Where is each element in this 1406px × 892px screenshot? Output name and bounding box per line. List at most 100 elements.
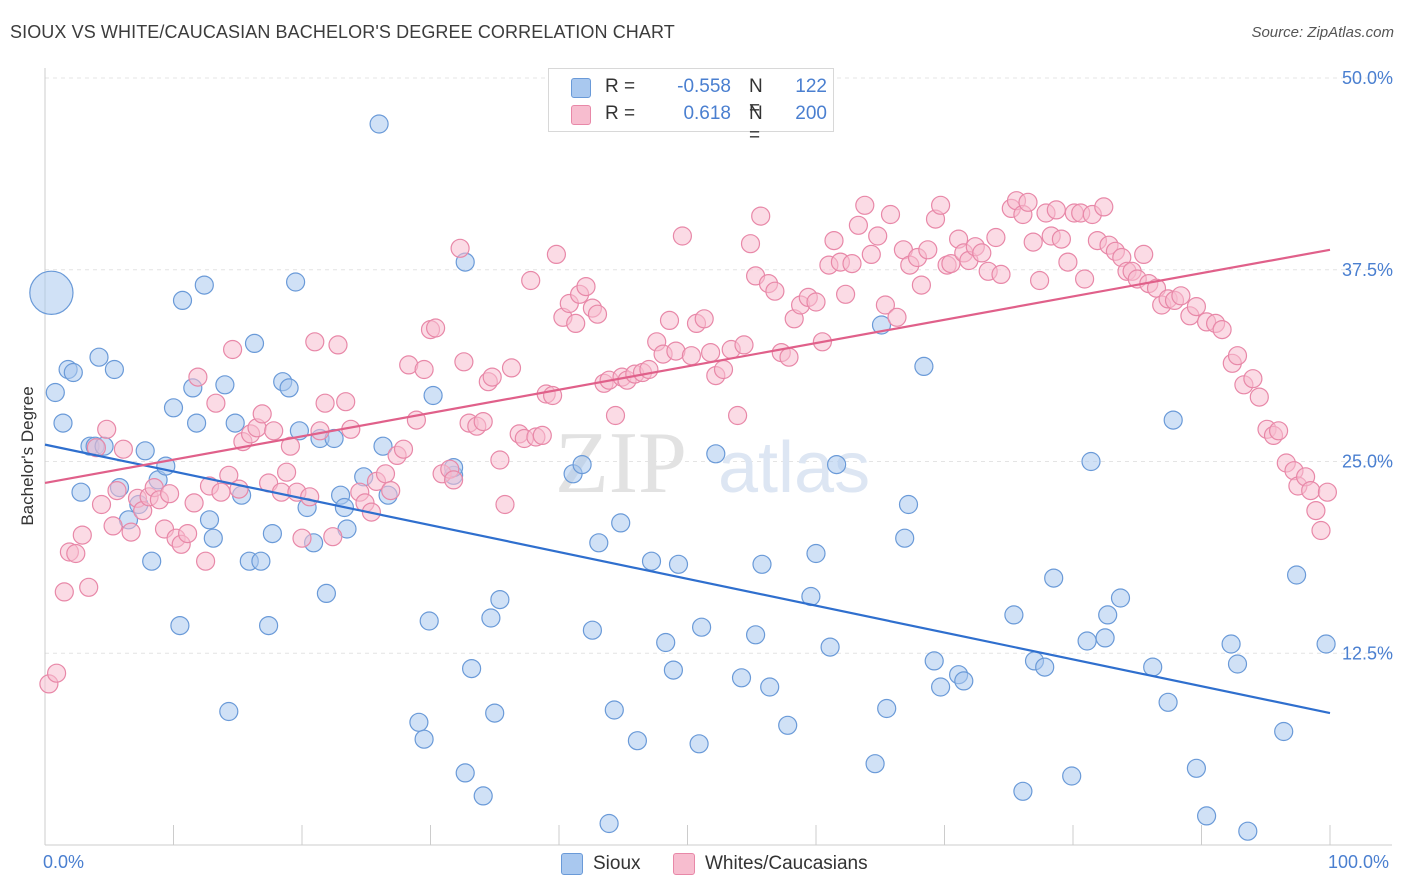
sioux-point: [914, 356, 934, 376]
whites-point: [727, 405, 748, 426]
whites-point: [328, 335, 348, 355]
sioux-point: [706, 444, 726, 464]
whites-point: [587, 304, 608, 324]
whites-point: [97, 419, 117, 439]
sioux-point: [865, 754, 885, 774]
sioux-point: [731, 668, 752, 688]
whites-point: [188, 367, 208, 387]
sioux-point: [572, 455, 592, 475]
whites-point: [277, 462, 297, 482]
sioux-point: [877, 698, 897, 719]
whites-point: [848, 215, 869, 235]
whites-point: [972, 243, 992, 263]
whites-point: [223, 339, 243, 360]
sioux-point: [1186, 758, 1207, 778]
sioux-point: [1163, 410, 1183, 430]
whites-point: [393, 439, 414, 459]
sioux-point: [1110, 588, 1131, 608]
watermark: ZIP atlas: [555, 415, 870, 512]
sioux-point: [53, 413, 73, 433]
sioux-point: [135, 441, 155, 461]
trend-lines: [44, 248, 1331, 715]
sioux-point: [1238, 821, 1258, 841]
whites-point: [740, 234, 761, 254]
sioux-point: [462, 658, 482, 679]
sioux-point: [45, 382, 65, 403]
y-tick-label: 50.0%: [1342, 68, 1393, 88]
sioux-point: [627, 731, 648, 751]
whites-point: [482, 367, 502, 387]
whites-point: [765, 281, 785, 301]
whites-point: [121, 522, 141, 542]
bottom-legend-swatch-whites: [673, 853, 695, 875]
whites-point: [184, 493, 204, 513]
sioux-point: [199, 510, 220, 530]
whites-point: [918, 240, 938, 260]
legend-r-value-whites: 0.618: [683, 103, 731, 124]
sioux-point: [1044, 568, 1064, 588]
sioux-point: [1143, 657, 1163, 677]
whites-point: [930, 195, 951, 215]
sioux-point: [172, 290, 193, 310]
bottom-legend-label-sioux: Sioux: [593, 853, 641, 874]
sioux-trend-line: [44, 443, 1331, 715]
legend-r-label: R =: [605, 76, 636, 97]
sioux-point: [251, 551, 271, 571]
sioux-point: [369, 114, 389, 134]
sioux-point: [215, 375, 235, 395]
sioux-point: [1035, 657, 1055, 677]
sioux-point: [1077, 631, 1097, 651]
sioux-point: [423, 385, 443, 406]
sioux-point: [219, 701, 239, 722]
sioux-point: [752, 554, 772, 574]
sioux-point: [1227, 654, 1248, 674]
sioux-point: [455, 763, 475, 783]
whites-point: [734, 335, 754, 355]
sioux-point: [485, 703, 505, 723]
whites-point: [806, 292, 826, 312]
whites-point: [566, 313, 586, 333]
legend-n-value-whites: 200: [795, 103, 827, 124]
sioux-point: [419, 611, 439, 631]
sioux-point: [373, 436, 393, 456]
correlation-legend: R = -0.558 N = 122 R = 0.618 N = 200: [548, 68, 834, 146]
whites-point: [605, 405, 626, 426]
whites-point: [46, 663, 67, 683]
whites-point: [991, 264, 1011, 284]
whites-point: [160, 484, 180, 504]
whites-point: [72, 525, 92, 545]
whites-point: [887, 307, 907, 327]
sioux-point: [668, 554, 689, 574]
sioux-point: [641, 551, 662, 571]
whites-point: [1212, 320, 1232, 340]
sioux-point: [473, 786, 493, 806]
whites-point: [315, 393, 335, 413]
whites-point: [842, 254, 862, 274]
chart-source: Source: ZipAtlas.com: [1251, 24, 1394, 41]
whites-point: [1249, 387, 1269, 407]
legend-swatch-sioux: [571, 78, 591, 98]
sioux-point: [895, 528, 915, 548]
whites-point: [292, 528, 312, 548]
sioux-point: [778, 715, 798, 735]
sioux-point: [1062, 766, 1082, 786]
whites-point: [219, 465, 239, 485]
sioux-point: [170, 615, 190, 636]
whites-point: [280, 436, 300, 456]
whites-point: [66, 543, 86, 564]
sioux-point: [1196, 806, 1217, 826]
axes: [44, 68, 1392, 846]
sioux-point: [1221, 634, 1241, 654]
whites-point: [86, 438, 107, 458]
sioux-point: [1013, 781, 1033, 801]
sioux-point: [924, 651, 944, 671]
whites-point: [211, 482, 231, 502]
whites-point: [381, 481, 401, 501]
whites-point: [861, 244, 881, 264]
whites-point: [1046, 200, 1066, 220]
sioux-point: [656, 632, 676, 653]
whites-point: [855, 195, 875, 215]
y-tick-labels: 12.5% 25.0% 37.5% 50.0%: [1342, 68, 1393, 663]
sioux-point: [745, 625, 766, 645]
whites-point: [576, 277, 596, 297]
